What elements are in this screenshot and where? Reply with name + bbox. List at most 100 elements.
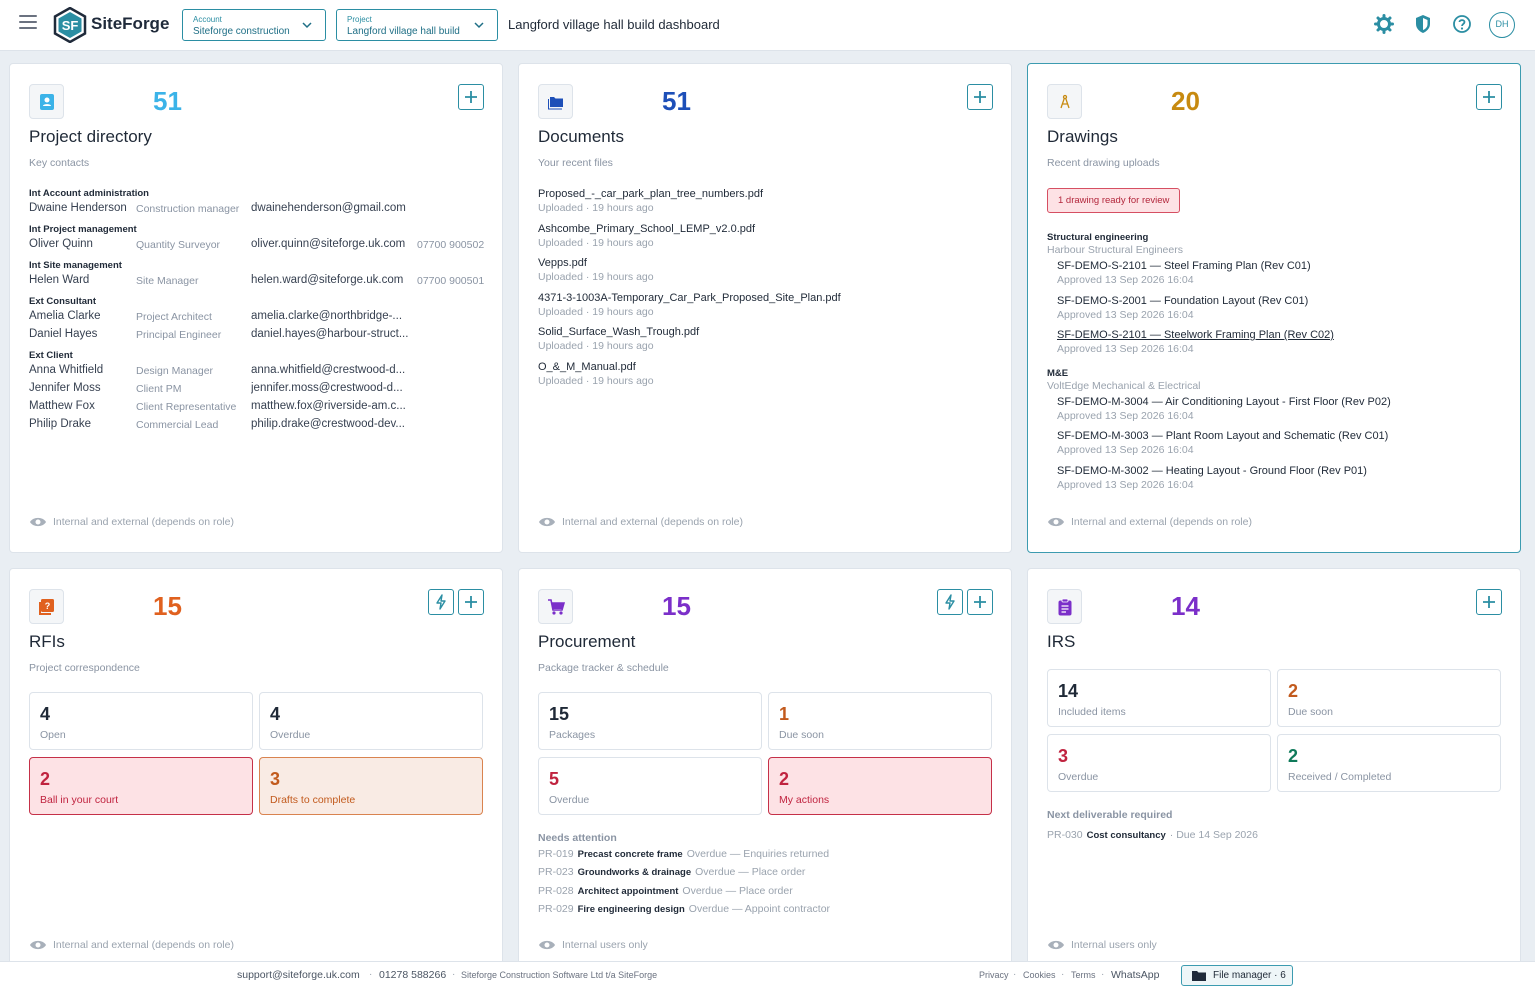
drawing-name[interactable]: SF-DEMO-M-3003 — Plant Room Layout and S…: [1057, 430, 1389, 442]
help-icon[interactable]: [1452, 14, 1472, 34]
privacy-link[interactable]: Privacy: [979, 970, 1009, 980]
drawing-item[interactable]: SF-DEMO-M-3004 — Air Conditioning Layout…: [1057, 396, 1507, 431]
contact-row[interactable]: Amelia Clarke Project Architect amelia.c…: [29, 308, 489, 326]
add-irs-item-button[interactable]: [1476, 589, 1502, 615]
file-name[interactable]: 4371-3-1003A-Temporary_Car_Park_Proposed…: [538, 291, 841, 304]
stat-tile-packages[interactable]: 15 Packages: [538, 692, 762, 750]
contact-email[interactable]: matthew.fox@riverside-am.c...: [251, 400, 406, 412]
add-document-button[interactable]: [967, 84, 993, 110]
contact-phone[interactable]: 07700 900502: [417, 239, 485, 251]
drawing-name[interactable]: SF-DEMO-S-2101 — Steel Framing Plan (Rev…: [1057, 260, 1311, 272]
file-item[interactable]: Vepps.pdf Uploaded · 19 hours ago: [538, 257, 841, 292]
file-item[interactable]: Ashcombe_Primary_School_LEMP_v2.0.pdf Upl…: [538, 223, 841, 258]
card-title[interactable]: RFIs: [29, 632, 65, 651]
package-status: Overdue — Appoint contractor: [688, 902, 831, 915]
review-badge[interactable]: 1 drawing ready for review: [1047, 188, 1181, 213]
cookies-link[interactable]: Cookies: [1023, 970, 1056, 980]
file-name[interactable]: O_&_M_Manual.pdf: [538, 360, 636, 373]
file-name[interactable]: Solid_Surface_Wash_Trough.pdf: [538, 326, 700, 338]
contact-row[interactable]: Matthew Fox Client Representative matthe…: [29, 398, 489, 416]
needs-attention-item[interactable]: PR-028 Architect appointment Overdue — Pla…: [538, 885, 998, 903]
account-selector[interactable]: Account Siteforge construction: [182, 9, 326, 41]
file-name[interactable]: Proposed_-_car_park_plan_tree_numbers.pd…: [538, 188, 764, 200]
stat-tile-open[interactable]: 4 Open: [29, 692, 253, 750]
file-item[interactable]: 4371-3-1003A-Temporary_Car_Park_Proposed…: [538, 292, 841, 327]
stat-tile-due-soon[interactable]: 2 Due soon: [1277, 669, 1501, 727]
user-avatar[interactable]: DH: [1489, 12, 1515, 38]
documents-count: 51: [662, 86, 691, 116]
contact-email[interactable]: jennifer.moss@crestwood-d...: [251, 382, 403, 394]
whatsapp-link[interactable]: WhatsApp: [1111, 969, 1160, 981]
needs-attention-item[interactable]: PR-019 Precast concrete frame Overdue — En…: [538, 848, 998, 866]
add-contact-button[interactable]: [458, 84, 484, 110]
needs-attention-item[interactable]: PR-029 Fire engineering design Overdue — A…: [538, 903, 998, 921]
file-item[interactable]: Proposed_-_car_park_plan_tree_numbers.pd…: [538, 188, 841, 223]
file-name[interactable]: Ashcombe_Primary_School_LEMP_v2.0.pdf: [538, 222, 756, 235]
contact-email[interactable]: philip.drake@crestwood-dev...: [251, 418, 406, 430]
stat-tile-overdue[interactable]: 4 Overdue: [259, 692, 483, 750]
contact-row[interactable]: Philip Drake Commercial Lead philip.drak…: [29, 416, 489, 434]
drawing-item[interactable]: SF-DEMO-S-2101 — Steel Framing Plan (Rev…: [1057, 260, 1507, 295]
drawing-name[interactable]: SF-DEMO-M-3002 — Heating Layout - Ground…: [1057, 464, 1367, 477]
stat-tile-included[interactable]: 14 Included items: [1047, 669, 1271, 727]
visibility-text: Internal users only: [562, 939, 648, 951]
stat-tile-my-actions[interactable]: 2 My actions: [768, 757, 992, 815]
drawing-item[interactable]: SF-DEMO-M-3002 — Heating Layout - Ground…: [1057, 465, 1507, 500]
package-name[interactable]: Architect appointment: [577, 885, 679, 897]
add-rfi-button[interactable]: [458, 589, 484, 615]
terms-link[interactable]: Terms: [1071, 970, 1096, 980]
drawing-name[interactable]: SF-DEMO-M-3004 — Air Conditioning Layout…: [1057, 395, 1391, 408]
contact-email[interactable]: amelia.clarke@northbridge-...: [251, 310, 403, 322]
project-selector[interactable]: Project Langford village hall build: [336, 9, 498, 41]
gear-icon[interactable]: [1374, 14, 1394, 34]
stat-tile-drafts[interactable]: 3 Drafts to complete: [259, 757, 483, 815]
contact-phone[interactable]: 07700 900501: [417, 275, 485, 287]
contact-row[interactable]: Helen Ward Site Manager helen.ward@sitef…: [29, 272, 489, 290]
card-title[interactable]: Procurement: [538, 632, 636, 651]
siteforge-logo-icon[interactable]: SF: [52, 6, 88, 44]
package-name[interactable]: Groundworks & drainage: [577, 867, 692, 879]
drawing-item[interactable]: SF-DEMO-S-2101 — Steelwork Framing Plan …: [1057, 329, 1507, 364]
stat-tile-overdue[interactable]: 3 Overdue: [1047, 734, 1271, 792]
next-deliverable-item[interactable]: PR-030 Cost consultancy · Due 14 Sep 2026: [1047, 829, 1258, 841]
contact-row[interactable]: Dwaine Henderson Construction manager dw…: [29, 200, 489, 218]
contact-row[interactable]: Jennifer Moss Client PM jennifer.moss@cr…: [29, 380, 489, 398]
drawing-name[interactable]: SF-DEMO-S-2001 — Foundation Layout (Rev …: [1057, 294, 1309, 307]
card-title[interactable]: Drawings: [1047, 127, 1118, 146]
package-name[interactable]: Fire engineering design: [577, 903, 685, 915]
contact-email[interactable]: anna.whitfield@crestwood-d...: [251, 364, 406, 376]
drawing-name[interactable]: SF-DEMO-S-2101 — Steelwork Framing Plan …: [1057, 329, 1334, 341]
card-title[interactable]: Documents: [538, 127, 624, 146]
stat-tile-completed[interactable]: 2 Received / Completed: [1277, 734, 1501, 792]
stat-tile-due-soon[interactable]: 1 Due soon: [768, 692, 992, 750]
drawing-item[interactable]: SF-DEMO-S-2001 — Foundation Layout (Rev …: [1057, 295, 1507, 330]
file-item[interactable]: O_&_M_Manual.pdf Uploaded · 19 hours ago: [538, 361, 841, 396]
contact-email[interactable]: oliver.quinn@siteforge.uk.com: [251, 238, 406, 250]
contact-row[interactable]: Oliver Quinn Quantity Surveyor oliver.qu…: [29, 236, 489, 254]
item-name[interactable]: Cost consultancy: [1086, 830, 1166, 841]
support-phone-link[interactable]: 01278 588266: [379, 969, 447, 981]
file-name[interactable]: Vepps.pdf: [538, 257, 587, 269]
stat-tile-overdue[interactable]: 5 Overdue: [538, 757, 762, 815]
contact-row[interactable]: Anna Whitfield Design Manager anna.whitf…: [29, 362, 489, 380]
support-email-link[interactable]: support@siteforge.uk.com: [237, 969, 360, 981]
package-name[interactable]: Precast concrete frame: [577, 849, 683, 860]
needs-attention-item[interactable]: PR-023 Groundworks & drainage Overdue — Pl…: [538, 866, 998, 884]
file-manager-button[interactable]: File manager · 6: [1181, 965, 1293, 986]
shield-icon[interactable]: [1413, 14, 1433, 34]
card-title[interactable]: IRS: [1047, 632, 1076, 651]
drawing-item[interactable]: SF-DEMO-M-3003 — Plant Room Layout and S…: [1057, 430, 1507, 465]
menu-icon[interactable]: [19, 15, 37, 29]
quick-action-button[interactable]: [937, 589, 963, 615]
stat-tile-ball-in-court[interactable]: 2 Ball in your court: [29, 757, 253, 815]
add-package-button[interactable]: [967, 589, 993, 615]
quick-action-button[interactable]: [428, 589, 454, 615]
contact-email[interactable]: dwainehenderson@gmail.com: [251, 202, 406, 214]
file-item[interactable]: Solid_Surface_Wash_Trough.pdf Uploaded · …: [538, 326, 841, 361]
add-drawing-button[interactable]: [1476, 84, 1502, 110]
drawing-meta: Approved 13 Sep 2026 16:04: [1057, 409, 1194, 422]
contact-email[interactable]: daniel.hayes@harbour-struct...: [251, 328, 409, 340]
card-title[interactable]: Project directory: [29, 127, 152, 146]
contact-email[interactable]: helen.ward@siteforge.uk.com: [251, 274, 404, 286]
contact-row[interactable]: Daniel Hayes Principal Engineer daniel.h…: [29, 326, 489, 344]
